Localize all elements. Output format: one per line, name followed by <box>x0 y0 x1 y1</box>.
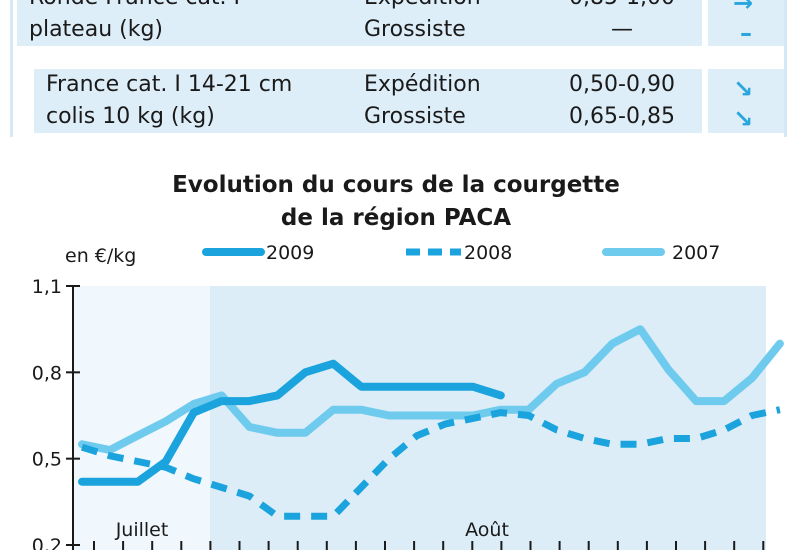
row-0-trend-icon-1: → <box>733 0 754 17</box>
row-0-price-2: — <box>611 17 633 42</box>
series-line-2007 <box>78 325 784 454</box>
table-row-1-product: France cat. I 14-21 cm colis 10 kg (kg) <box>34 69 326 133</box>
row-0-stage-1: Expédition <box>364 0 569 14</box>
table-row-0-price: 0,85-1,00 — <box>542 0 702 46</box>
row-1-price-2: 0,65-0,85 <box>569 104 675 129</box>
table-row-1-price: 0,50-0,90 0,65-0,85 <box>542 69 702 133</box>
series-line-2009 <box>78 359 505 486</box>
table-frame-right <box>784 0 787 137</box>
table-row-1-stage: Expédition Grossiste <box>318 69 569 133</box>
y-tick-label: 0,8 <box>32 362 62 384</box>
y-tick-label: 0,5 <box>32 449 62 471</box>
row-1-product-line1: France cat. I 14-21 cm <box>46 72 293 97</box>
row-0-product-line1: Ronde France cat. I <box>29 0 326 14</box>
row-1-product-line2: colis 10 kg (kg) <box>46 104 215 129</box>
row-0-trend-icon-2: – <box>740 19 752 47</box>
chart-title-line1: Evolution du cours de la courgette <box>172 172 620 198</box>
y-axis-unit-label: en €/kg <box>65 245 136 267</box>
row-1-stage-2: Grossiste <box>364 104 466 129</box>
table-row-0-trend <box>708 0 784 46</box>
row-1-trend-icon-1: ↘ <box>733 75 754 103</box>
x-period-label: Août <box>465 519 509 541</box>
legend-label-2007: 2007 <box>672 242 720 264</box>
table-row-1-trend <box>708 69 784 133</box>
y-tick-label: 1,1 <box>32 276 62 298</box>
row-0-stage-2: Grossiste <box>364 17 466 42</box>
row-1-trend-icon-2: ↘ <box>733 105 754 133</box>
series-line-2008 <box>80 406 781 520</box>
chart-title-line2: de la région PACA <box>281 205 511 231</box>
row-0-price-1: 0,85-1,00 <box>542 0 702 14</box>
row-1-stage-1: Expédition <box>364 72 481 97</box>
x-period-label: Juillet <box>115 519 169 541</box>
y-tick-label: 0,2 <box>32 535 62 550</box>
row-1-price-1: 0,50-0,90 <box>569 72 675 97</box>
table-row-0-product: Ronde France cat. I plateau (kg) <box>17 0 326 46</box>
table-row-0-stage: Expédition Grossiste <box>318 0 569 46</box>
plot-bg-dark <box>210 286 766 550</box>
row-0-product-line2: plateau (kg) <box>29 17 164 42</box>
table-frame-left <box>10 0 13 137</box>
legend-label-2008: 2008 <box>464 242 512 264</box>
price-table: Ronde France cat. I plateau (kg) Expédit… <box>0 0 800 137</box>
legend-label-2009: 2009 <box>266 242 314 264</box>
